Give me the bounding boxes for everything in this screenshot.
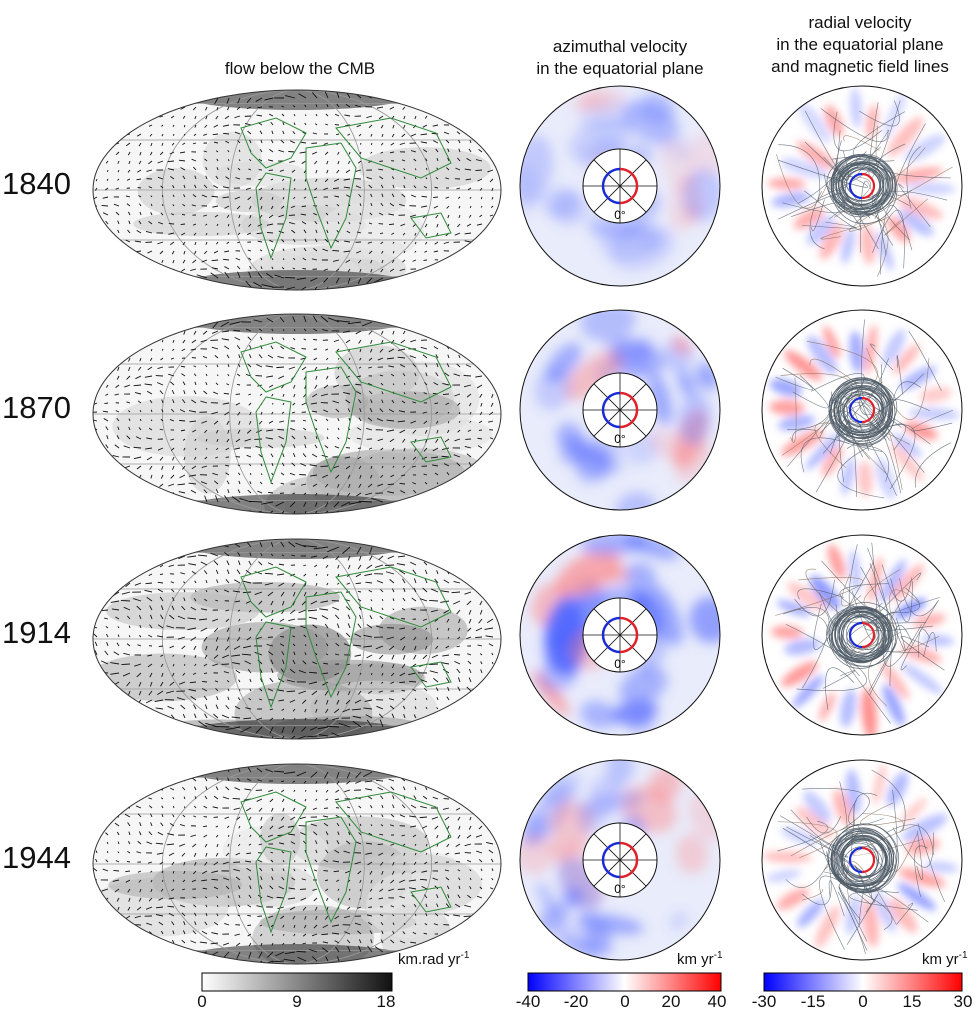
flow-map-1944: [91, 762, 503, 966]
radial-column-title: radial velocity in the equatorial plane …: [740, 12, 977, 78]
radial-title-line3: and magnetic field lines: [740, 56, 977, 78]
azimuthal-disc-1840: 0°: [517, 83, 723, 289]
radial-disc-1870: [759, 307, 965, 513]
azimuthal-column-title: azimuthal velocity in the equatorial pla…: [500, 36, 740, 80]
flow-colorbar-unit: km.rad yr-1: [398, 950, 469, 968]
radial-title-line1: radial velocity: [740, 12, 977, 34]
azimuthal-tick-40: 40: [697, 992, 737, 1012]
azimuthal-disc-1944: 0°: [517, 757, 723, 963]
azimuthal-tick-20: 20: [651, 992, 691, 1012]
radial-tick-15: 15: [892, 992, 932, 1012]
zero-degree-label: 0°: [614, 657, 626, 671]
flow-map-1840: [91, 88, 503, 292]
flow-tick-0: 0: [182, 992, 222, 1012]
flow-column-title: flow below the CMB: [140, 58, 460, 80]
year-label-1840: 1840: [2, 166, 86, 202]
azimuthal-colorbar-bar: [528, 973, 721, 991]
radial-disc-1840: [759, 83, 965, 289]
azimuthal-colorbar-unit: km yr-1: [677, 950, 723, 968]
radial-tick-m30: -30: [744, 992, 784, 1012]
flow-map-1914: [91, 537, 503, 741]
radial-colorbar-bar: [764, 973, 962, 991]
azimuthal-disc-1914: 0°: [517, 532, 723, 738]
flow-tick-18: 18: [366, 992, 406, 1012]
radial-tick-0: 0: [843, 992, 883, 1012]
year-label-1944: 1944: [2, 840, 86, 876]
radial-tick-30: 30: [943, 992, 977, 1012]
radial-title-line2: in the equatorial plane: [740, 34, 977, 56]
azimuthal-tick-m40: -40: [508, 992, 548, 1012]
azimuthal-title-line1: azimuthal velocity: [500, 36, 740, 58]
flow-colorbar-bar: [202, 973, 392, 991]
radial-colorbar-unit: km yr-1: [922, 950, 968, 968]
radial-tick-m15: -15: [793, 992, 833, 1012]
azimuthal-tick-m20: -20: [556, 992, 596, 1012]
radial-disc-1914: [759, 532, 965, 738]
zero-degree-label: 0°: [614, 208, 626, 222]
zero-degree-label: 0°: [614, 882, 626, 896]
year-label-1870: 1870: [2, 390, 86, 426]
radial-disc-1944: [759, 757, 965, 963]
azimuthal-tick-0: 0: [605, 992, 645, 1012]
zero-degree-label: 0°: [614, 432, 626, 446]
flow-tick-9: 9: [277, 992, 317, 1012]
flow-map-1870: [91, 312, 503, 516]
azimuthal-title-line2: in the equatorial plane: [500, 58, 740, 80]
azimuthal-disc-1870: 0°: [517, 307, 723, 513]
year-label-1914: 1914: [2, 615, 86, 651]
